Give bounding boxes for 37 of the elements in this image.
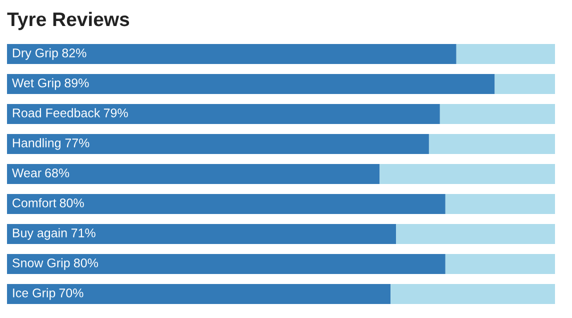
bar — [380, 164, 555, 184]
bar — [7, 284, 391, 304]
bar — [428, 134, 555, 154]
bar — [7, 164, 380, 184]
y-tick-label: Snow Grip — [12, 258, 70, 270]
data-label: 80% — [74, 258, 98, 268]
data-label: 71% — [71, 228, 96, 238]
data-label: 68% — [45, 168, 70, 178]
chart-title: Tyre Reviews — [7, 12, 130, 30]
bar — [7, 224, 396, 244]
y-tick-label: Wear — [12, 168, 42, 178]
y-tick-label: Handling — [12, 138, 60, 150]
data-label: 79% — [104, 108, 128, 118]
bar — [390, 284, 555, 304]
data-label: 80% — [60, 198, 84, 208]
bar — [7, 254, 446, 274]
y-tick-label: Wet Grip — [12, 78, 60, 90]
data-label: 89% — [64, 78, 89, 88]
y-tick-label: Comfort — [12, 198, 56, 208]
y-tick-label: Ice Grip — [13, 288, 56, 300]
bar — [494, 74, 555, 94]
data-label: 77% — [65, 138, 90, 148]
data-label: 70% — [59, 288, 84, 298]
y-tick-label: Buy again — [12, 228, 67, 240]
bar — [445, 194, 555, 214]
bar — [396, 224, 555, 244]
y-tick-label: Road Feedback — [12, 108, 100, 118]
bar — [456, 44, 555, 64]
bar — [7, 44, 456, 64]
data-label: 82% — [62, 48, 86, 58]
bar — [7, 194, 446, 214]
bar — [7, 74, 495, 94]
bar — [440, 104, 555, 124]
y-tick-label: Dry Grip — [12, 48, 58, 60]
bar — [7, 104, 440, 124]
bar — [445, 254, 555, 274]
bar — [7, 134, 429, 154]
